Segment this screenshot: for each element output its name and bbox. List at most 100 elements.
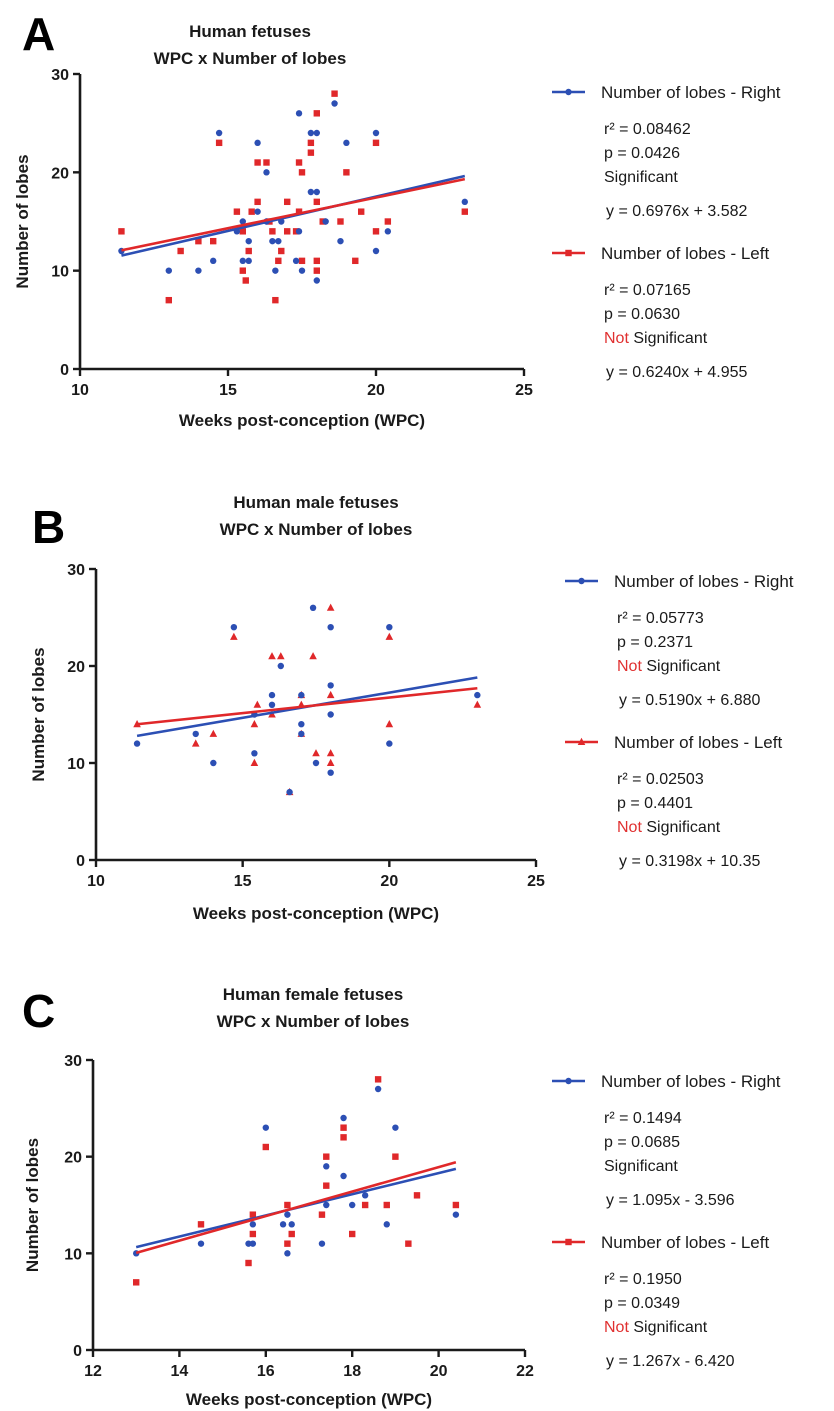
data-point-right	[392, 1124, 399, 1131]
x-axis-label: Weeks post-conception (WPC)	[186, 1390, 432, 1409]
data-point-left	[262, 1143, 269, 1151]
data-point-left	[245, 247, 252, 255]
data-point-left	[210, 237, 217, 245]
legend-label: Number of lobes - Left	[601, 244, 769, 263]
y-tick-label: 10	[67, 756, 85, 773]
significance-not: Not	[604, 1319, 629, 1336]
data-point-left	[383, 1201, 390, 1209]
data-point-left	[309, 652, 317, 660]
data-point-right	[298, 730, 305, 738]
data-point-right	[384, 228, 392, 235]
data-point-left	[340, 1134, 347, 1141]
data-point-left	[133, 1279, 140, 1286]
data-point-right	[268, 701, 276, 708]
data-point-left	[230, 632, 238, 640]
r-squared: r² = 0.02503	[617, 771, 704, 788]
x-tick-label: 20	[430, 1363, 448, 1380]
chart-title: Human female fetuses	[223, 985, 403, 1004]
y-tick-label: 20	[67, 659, 85, 676]
significance-not: Not	[617, 819, 642, 836]
data-point-right	[313, 188, 320, 196]
r-squared: r² = 0.1950	[604, 1271, 682, 1288]
data-point-left	[253, 700, 262, 708]
significance-word: Significant	[604, 169, 678, 186]
data-point-left	[326, 603, 335, 611]
p-value: p = 0.4401	[617, 795, 693, 812]
data-point-right	[230, 624, 238, 631]
data-point-right	[295, 110, 303, 117]
data-point-left	[392, 1153, 399, 1160]
data-point-right	[262, 1124, 269, 1131]
data-point-right	[284, 1211, 291, 1218]
data-point-right	[474, 691, 481, 699]
data-point-left	[361, 1201, 369, 1209]
y-tick-label: 20	[51, 165, 69, 182]
x-tick-label: 22	[516, 1363, 534, 1380]
data-point-left	[307, 139, 315, 147]
legend-label: Number of lobes - Left	[614, 733, 782, 752]
chart-title: Human fetuses	[189, 22, 311, 41]
data-point-right	[239, 257, 246, 265]
data-point-left	[313, 257, 320, 265]
data-point-right	[349, 1201, 356, 1209]
significance-not: Not	[617, 658, 642, 675]
data-point-right	[361, 1192, 369, 1199]
x-tick-label: 12	[84, 1363, 102, 1380]
significance-word: Significant	[629, 1319, 708, 1336]
data-point-left	[384, 218, 392, 225]
data-point-left	[295, 159, 303, 166]
data-point-right	[133, 740, 141, 747]
significance-word: Significant	[642, 819, 721, 836]
r-squared: r² = 0.07165	[604, 282, 691, 299]
data-point-right	[275, 237, 282, 245]
y-tick-label: 0	[60, 362, 69, 379]
data-point-right	[318, 1240, 326, 1247]
data-point-right	[286, 788, 293, 796]
significance-word: Significant	[629, 330, 708, 347]
significance: Not Significant	[617, 658, 721, 675]
data-point-right	[284, 1250, 291, 1257]
data-point-left	[298, 169, 306, 176]
data-point-right	[383, 1221, 390, 1228]
data-point-right	[307, 129, 315, 137]
data-point-left	[461, 208, 468, 215]
data-point-left	[272, 296, 279, 304]
data-point-left	[118, 228, 125, 235]
data-point-left	[263, 159, 270, 166]
data-point-left	[277, 652, 285, 660]
data-point-right	[323, 1163, 330, 1170]
data-point-right	[215, 129, 223, 137]
data-point-left	[245, 1259, 252, 1267]
fit-line-left	[135, 1160, 457, 1255]
data-point-right	[331, 100, 338, 107]
data-point-right	[327, 624, 334, 631]
significance: Not Significant	[617, 819, 721, 836]
data-point-left	[372, 139, 380, 147]
data-point-left	[249, 1211, 257, 1218]
regression-equation: y = 0.6976x + 3.582	[606, 203, 748, 220]
data-point-right	[288, 1221, 295, 1228]
data-point-left	[250, 720, 259, 728]
data-point-right	[327, 711, 334, 718]
p-value: p = 0.0349	[604, 1295, 680, 1312]
data-point-left	[323, 1153, 330, 1160]
x-tick-label: 20	[380, 873, 398, 890]
x-tick-label: 25	[527, 873, 545, 890]
legend-marker	[577, 737, 586, 745]
data-point-right	[340, 1172, 347, 1180]
x-tick-label: 25	[515, 382, 533, 399]
data-point-left	[249, 1230, 257, 1238]
legend-marker	[565, 249, 572, 257]
data-point-left	[191, 739, 200, 747]
y-axis-label: Number of lobes	[13, 154, 32, 288]
data-point-right	[279, 1221, 287, 1228]
data-point-left	[374, 1076, 382, 1083]
data-point-right	[251, 750, 258, 757]
y-tick-label: 30	[67, 562, 85, 579]
data-point-right	[254, 139, 261, 147]
data-point-left	[233, 208, 241, 215]
x-tick-label: 15	[219, 382, 237, 399]
data-point-right	[298, 267, 306, 274]
r-squared: r² = 0.08462	[604, 121, 691, 138]
data-point-left	[284, 1240, 291, 1247]
